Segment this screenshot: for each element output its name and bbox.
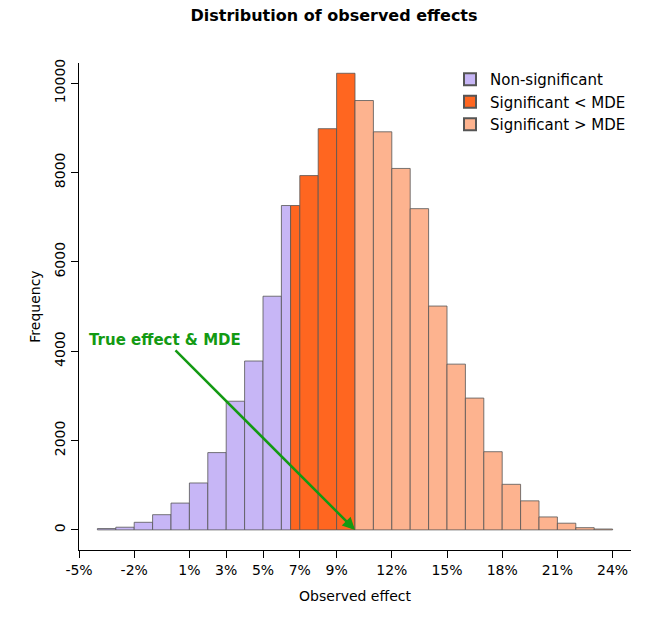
svg-text:0: 0 — [52, 523, 68, 532]
svg-text:Significant < MDE: Significant < MDE — [490, 94, 625, 112]
svg-text:True effect & MDE: True effect & MDE — [89, 331, 241, 349]
svg-text:5%: 5% — [252, 562, 274, 578]
svg-text:7%: 7% — [289, 562, 311, 578]
svg-text:21%: 21% — [542, 562, 573, 578]
svg-text:3%: 3% — [215, 562, 237, 578]
svg-text:9%: 9% — [325, 562, 347, 578]
svg-text:12%: 12% — [376, 562, 407, 578]
svg-text:4000: 4000 — [52, 331, 68, 367]
svg-text:-2%: -2% — [121, 562, 148, 578]
svg-text:6000: 6000 — [52, 242, 68, 278]
svg-text:1%: 1% — [178, 562, 200, 578]
svg-text:8000: 8000 — [52, 153, 68, 189]
svg-text:-5%: -5% — [65, 562, 92, 578]
svg-text:Frequency: Frequency — [27, 270, 43, 342]
svg-text:15%: 15% — [431, 562, 462, 578]
svg-text:10000: 10000 — [52, 59, 68, 104]
svg-text:Non-significant: Non-significant — [490, 71, 603, 89]
svg-text:24%: 24% — [597, 562, 628, 578]
svg-text:2000: 2000 — [52, 421, 68, 457]
svg-text:Significant > MDE: Significant > MDE — [490, 116, 625, 134]
svg-text:Distribution of observed effec: Distribution of observed effects — [190, 6, 477, 25]
svg-text:18%: 18% — [487, 562, 518, 578]
svg-text:Observed effect: Observed effect — [299, 588, 411, 604]
